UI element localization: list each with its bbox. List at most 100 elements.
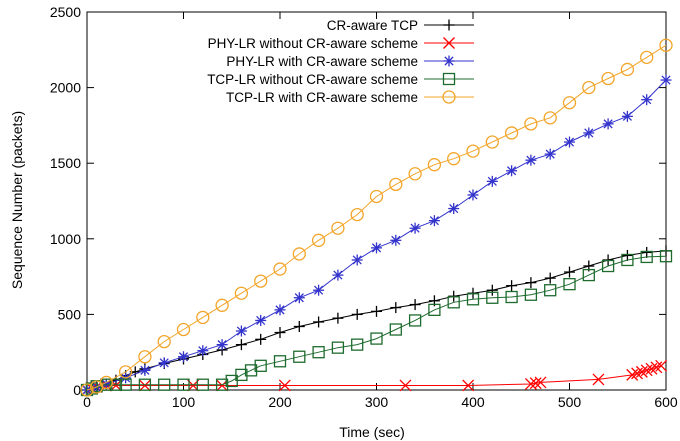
data-point <box>350 207 364 222</box>
data-point <box>485 135 499 149</box>
data-point <box>564 136 575 148</box>
data-point <box>371 305 382 317</box>
legend-marker <box>443 19 455 31</box>
data-point <box>601 259 615 273</box>
data-point <box>273 262 287 276</box>
y-axis-label: Sequence Number (packets) <box>9 111 25 289</box>
data-point <box>293 292 305 304</box>
data-point <box>216 339 228 351</box>
y-tick-label: 1500 <box>50 155 81 171</box>
data-point <box>254 359 267 372</box>
legend-marker <box>443 55 455 67</box>
data-point <box>582 268 595 282</box>
data-point <box>292 247 306 261</box>
data-point <box>655 359 668 372</box>
data-point <box>543 111 557 125</box>
data-point <box>583 127 595 139</box>
data-point <box>486 284 498 296</box>
data-point <box>255 314 267 326</box>
data-point <box>109 378 123 391</box>
data-point <box>486 175 498 187</box>
data-point <box>529 377 542 390</box>
legend-marker <box>442 72 456 86</box>
data-point <box>254 274 268 288</box>
data-point <box>486 291 499 304</box>
data-point <box>274 327 286 339</box>
legend-item: TCP-LR without CR-aware scheme <box>207 72 474 87</box>
data-point <box>99 375 113 390</box>
data-point <box>332 269 344 281</box>
data-point <box>563 278 576 291</box>
data-point <box>462 379 475 392</box>
data-point <box>447 152 461 166</box>
data-point <box>234 286 249 300</box>
legend-item: TCP-LR with CR-aware scheme <box>226 90 474 105</box>
data-point <box>311 233 326 247</box>
data-point <box>176 322 191 337</box>
data-point <box>601 71 615 86</box>
y-tick-label: 2500 <box>50 4 81 20</box>
data-point <box>139 364 151 376</box>
data-point <box>177 378 190 391</box>
data-point <box>409 222 421 234</box>
data-point <box>273 355 287 368</box>
data-point <box>158 357 170 369</box>
data-point <box>369 189 384 204</box>
data-point <box>602 118 614 130</box>
data-point <box>351 338 364 351</box>
data-point <box>640 364 653 377</box>
data-point <box>293 350 306 363</box>
data-point <box>562 96 577 110</box>
data-point <box>448 203 460 215</box>
data-point <box>640 250 653 264</box>
data-point <box>524 288 538 301</box>
series-4 <box>80 38 673 397</box>
data-point <box>158 378 171 391</box>
data-point <box>544 148 556 160</box>
legend-item: CR-aware TCP <box>327 18 474 33</box>
data-point <box>641 94 653 106</box>
data-point <box>544 272 556 284</box>
data-point <box>428 303 441 317</box>
legend-label: TCP-LR with CR-aware scheme <box>226 90 418 105</box>
data-point <box>447 296 460 309</box>
data-point <box>157 334 171 349</box>
data-point <box>313 284 325 296</box>
data-point <box>466 144 480 158</box>
data-point <box>235 368 248 382</box>
y-tick-label: 2000 <box>50 80 81 96</box>
data-point <box>660 74 672 86</box>
x-tick-label: 300 <box>365 394 389 410</box>
series-line <box>86 365 662 391</box>
data-point <box>408 167 422 181</box>
data-point <box>196 310 210 325</box>
data-point <box>504 126 519 140</box>
x-tick-label: 600 <box>654 394 678 410</box>
series-line <box>86 250 667 391</box>
y-tick-label: 500 <box>58 306 82 322</box>
data-point <box>631 367 644 380</box>
legend-label: PHY-LR without CR-aware scheme <box>208 36 418 51</box>
data-point <box>274 304 286 316</box>
data-point <box>244 364 258 377</box>
data-point <box>621 253 634 267</box>
data-point <box>196 378 209 391</box>
data-point <box>408 314 422 327</box>
data-point <box>505 290 518 304</box>
legend-item: PHY-LR with CR-aware scheme <box>226 54 474 69</box>
data-point <box>235 325 247 337</box>
data-point <box>331 341 345 354</box>
data-point <box>544 284 557 297</box>
data-point <box>466 293 480 306</box>
data-point <box>659 38 673 52</box>
data-point <box>312 346 325 359</box>
series-3 <box>80 250 673 397</box>
series-0 <box>81 245 672 396</box>
data-point <box>564 266 575 278</box>
series-line <box>86 79 667 391</box>
data-point <box>592 373 605 386</box>
data-point <box>621 249 633 261</box>
legend-label: PHY-LR with CR-aware scheme <box>226 54 418 69</box>
data-point <box>399 379 412 392</box>
